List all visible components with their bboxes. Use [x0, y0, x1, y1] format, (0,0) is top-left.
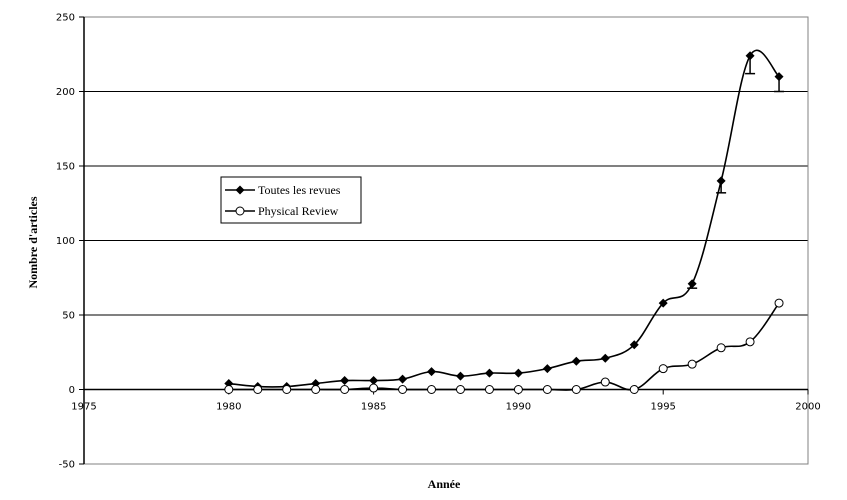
- x-tick-label-1995: 1995: [650, 402, 675, 413]
- data-point: [398, 374, 408, 384]
- data-point: [774, 298, 784, 308]
- data-point: [687, 279, 697, 289]
- data-point: [745, 337, 755, 347]
- data-point: [513, 368, 523, 378]
- data-point: [340, 376, 350, 386]
- data-point: [571, 356, 581, 366]
- data-point: [224, 385, 234, 394]
- data-point: [716, 343, 726, 353]
- data-point: [484, 368, 494, 378]
- data-point: [774, 72, 784, 82]
- y-tick-label-200: 200: [56, 87, 75, 98]
- y-tick-label-150: 150: [56, 162, 75, 173]
- data-point: [311, 385, 321, 394]
- data-point: [658, 298, 668, 308]
- data-point: [369, 376, 379, 386]
- legend-diamond-marker: [235, 185, 245, 195]
- data-point: [282, 385, 292, 394]
- data-point: [513, 385, 523, 394]
- y-axis-title: Nombre d'articles: [26, 196, 40, 288]
- data-point: [455, 385, 465, 394]
- x-tick-label-1980: 1980: [216, 402, 241, 413]
- x-tick-label-1985: 1985: [361, 402, 386, 413]
- y-tick-label-100: 100: [56, 236, 75, 247]
- data-point: [687, 359, 697, 369]
- legend-label-toutes-les-revues: Toutes les revues: [258, 183, 341, 197]
- x-tick-label-1975: 1975: [71, 402, 96, 413]
- x-tick-label-2000: 2000: [795, 402, 820, 413]
- data-point: [427, 385, 437, 394]
- x-tick-label-1990: 1990: [506, 402, 531, 413]
- data-point: [398, 385, 408, 394]
- legend-box: [220, 176, 362, 224]
- data-point: [629, 385, 639, 394]
- data-point: [571, 385, 581, 394]
- y-tick-label-0: 0: [69, 385, 75, 396]
- y-tick-label-50: 50: [62, 311, 75, 322]
- y-tick-label--50: -50: [59, 460, 75, 471]
- data-point: [427, 367, 437, 377]
- data-point: [629, 340, 639, 350]
- legend: Toutes les revues Physical Review: [220, 176, 362, 224]
- series-1: [224, 298, 784, 394]
- x-axis-title: Année: [428, 477, 461, 491]
- y-tick-label-250: 250: [56, 13, 75, 24]
- data-point: [542, 364, 552, 374]
- axes: -50 0 50 100 150 200 250 1975 1980 1985 1990 1995 20…: [56, 13, 821, 471]
- data-point: [253, 385, 263, 394]
- series-line-1: [228, 302, 780, 391]
- data-point: [600, 377, 610, 387]
- data-point: [340, 385, 350, 394]
- data-point: [745, 51, 755, 61]
- legend-label-physical-review: Physical Review: [258, 204, 339, 218]
- data-point: [716, 176, 726, 186]
- data-point: [600, 353, 610, 363]
- data-point: [484, 385, 494, 394]
- data-point: [658, 364, 668, 374]
- legend-circle-marker: [235, 206, 245, 216]
- data-point: [455, 371, 465, 381]
- data-point: [542, 385, 552, 394]
- series-group: [224, 49, 785, 394]
- data-point: [369, 383, 379, 393]
- gridlines: [84, 91, 808, 316]
